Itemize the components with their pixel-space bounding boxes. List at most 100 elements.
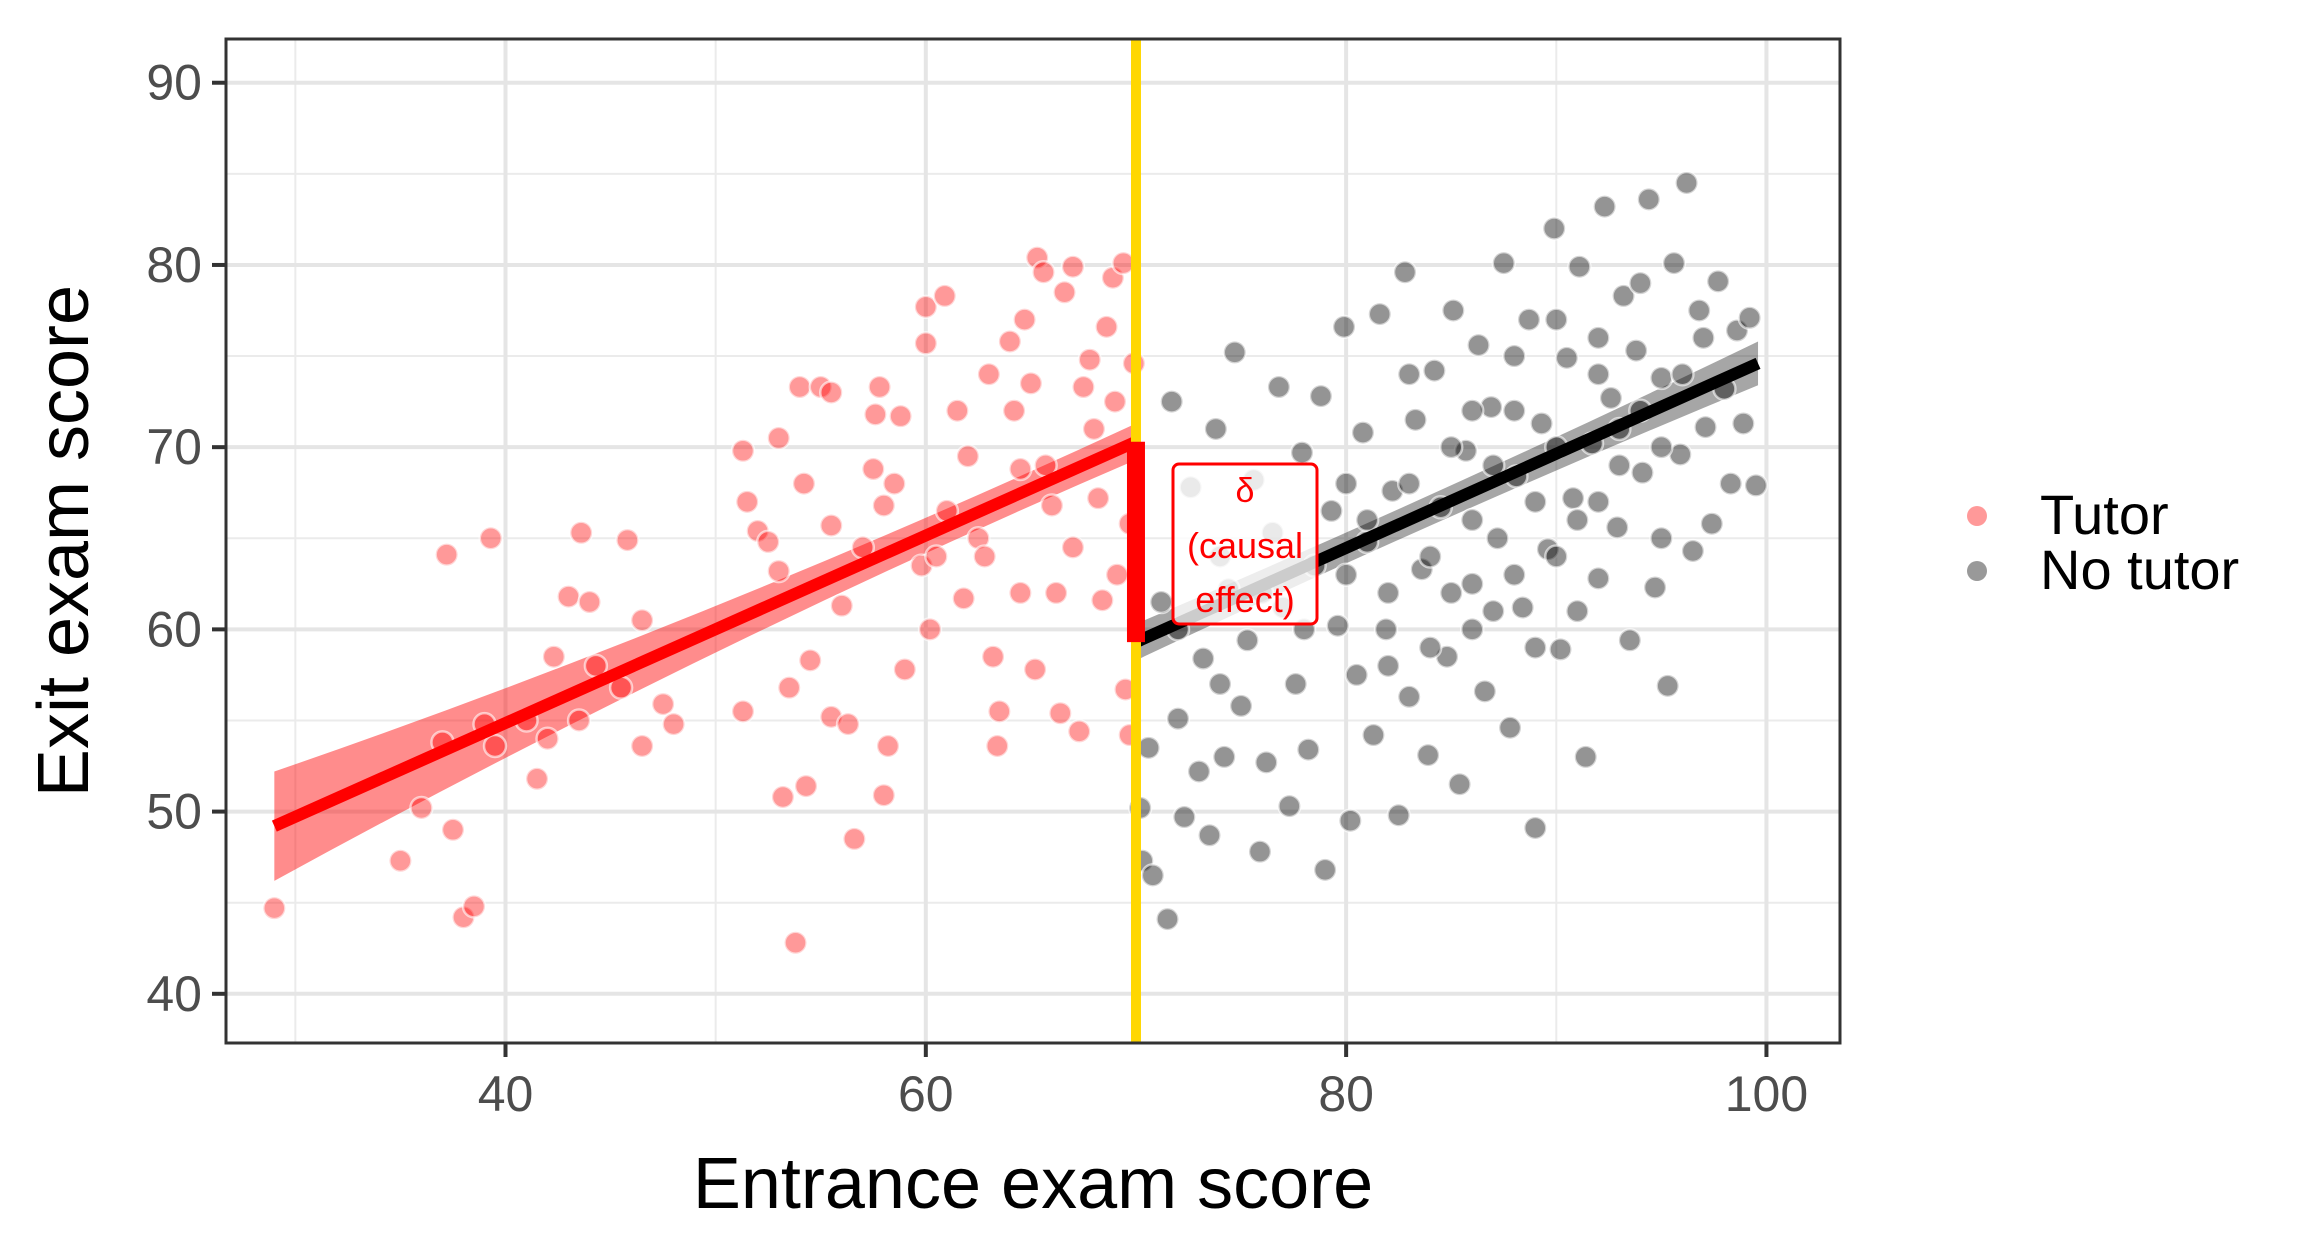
point-no-tutor	[1319, 498, 1344, 524]
point-tutor	[875, 733, 901, 759]
point-no-tutor	[1573, 744, 1598, 770]
point-no-tutor	[1642, 575, 1668, 600]
point-tutor	[461, 894, 487, 919]
point-no-tutor	[1325, 613, 1350, 638]
point-no-tutor	[1375, 653, 1401, 679]
point-tutor	[766, 558, 791, 584]
point-no-tutor	[1409, 556, 1435, 582]
point-no-tutor	[1548, 637, 1573, 662]
point-no-tutor	[1396, 362, 1422, 387]
point-tutor	[661, 711, 686, 737]
point-no-tutor	[1699, 511, 1725, 536]
point-tutor	[917, 617, 943, 642]
annotation-line: (causal	[1187, 525, 1303, 566]
point-tutor	[730, 438, 756, 464]
point-no-tutor	[1628, 270, 1653, 296]
point-tutor	[770, 784, 796, 810]
point-no-tutor	[1396, 684, 1422, 710]
point-no-tutor	[1222, 340, 1247, 365]
point-tutor	[776, 675, 802, 700]
point-no-tutor	[1466, 332, 1491, 358]
point-tutor	[541, 644, 567, 669]
point-no-tutor	[1289, 440, 1315, 465]
point-tutor	[524, 766, 550, 792]
point-no-tutor	[1338, 808, 1363, 833]
point-tutor	[388, 848, 413, 874]
point-no-tutor	[1459, 571, 1485, 597]
point-tutor	[1012, 307, 1037, 332]
point-no-tutor	[1502, 398, 1527, 423]
point-no-tutor	[1510, 595, 1535, 620]
point-no-tutor	[1565, 507, 1590, 533]
point-no-tutor	[1459, 617, 1485, 642]
point-tutor	[566, 708, 592, 733]
point-tutor	[966, 526, 991, 551]
x-axis-title: Entrance exam score	[693, 1144, 1373, 1224]
y-axis-title: Exit exam score	[24, 285, 104, 797]
point-tutor	[650, 691, 676, 717]
x-tick-label: 60	[898, 1066, 954, 1122]
point-no-tutor	[1544, 544, 1569, 569]
point-no-tutor	[1586, 489, 1611, 515]
point-no-tutor	[1586, 362, 1611, 387]
point-no-tutor	[1333, 562, 1359, 587]
point-tutor	[629, 608, 655, 633]
point-no-tutor	[1598, 385, 1624, 411]
point-tutor	[568, 520, 594, 546]
point-no-tutor	[1737, 305, 1762, 331]
point-no-tutor	[1165, 706, 1191, 731]
point-tutor	[1071, 374, 1096, 400]
point-tutor	[440, 817, 466, 843]
point-tutor	[1060, 254, 1086, 280]
x-tick-label: 80	[1318, 1066, 1374, 1122]
point-no-tutor	[1560, 485, 1586, 511]
point-no-tutor	[1565, 598, 1590, 624]
point-no-tutor	[1491, 250, 1516, 276]
point-no-tutor	[1140, 863, 1166, 888]
point-no-tutor	[1373, 617, 1399, 642]
point-no-tutor	[1396, 471, 1422, 496]
point-tutor	[842, 826, 867, 852]
point-no-tutor	[1254, 750, 1279, 775]
point-tutor	[577, 589, 602, 615]
point-tutor	[730, 699, 756, 724]
point-tutor	[1066, 719, 1092, 744]
point-tutor	[1008, 456, 1033, 482]
point-no-tutor	[1636, 187, 1662, 212]
point-tutor	[1018, 371, 1044, 396]
point-no-tutor	[1611, 283, 1636, 309]
x-tick-label: 100	[1725, 1066, 1808, 1122]
point-no-tutor	[1649, 365, 1674, 391]
point-tutor	[985, 733, 1010, 759]
annotation-box	[1171, 462, 1319, 626]
point-tutor	[482, 733, 508, 759]
point-no-tutor	[1207, 671, 1233, 697]
point-tutor	[980, 644, 1006, 669]
point-tutor	[1022, 657, 1048, 682]
point-no-tutor	[1674, 170, 1699, 196]
point-no-tutor	[1155, 906, 1180, 932]
point-no-tutor	[1516, 307, 1542, 332]
point-tutor	[793, 773, 819, 799]
point-tutor	[871, 493, 897, 518]
point-tutor	[797, 648, 823, 673]
point-no-tutor	[1375, 580, 1401, 606]
point-no-tutor	[1438, 580, 1464, 606]
point-tutor	[1104, 562, 1130, 587]
point-tutor	[1031, 259, 1056, 285]
legend-key-no-tutor	[1967, 561, 1987, 581]
point-tutor	[867, 374, 892, 400]
point-tutor	[755, 529, 781, 555]
point-no-tutor	[1670, 362, 1695, 387]
point-tutor	[629, 733, 655, 759]
point-no-tutor	[1422, 358, 1447, 383]
point-no-tutor	[1459, 507, 1485, 533]
point-tutor	[434, 542, 459, 567]
point-no-tutor	[1312, 857, 1338, 883]
point-tutor	[945, 398, 970, 423]
point-tutor	[615, 527, 640, 553]
point-no-tutor	[1705, 269, 1731, 294]
plot-panel	[226, 39, 1840, 1043]
point-no-tutor	[1655, 673, 1680, 699]
annotation-line: effect)	[1195, 579, 1294, 620]
